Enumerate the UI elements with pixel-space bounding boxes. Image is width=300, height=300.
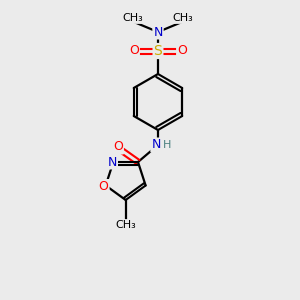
Text: O: O: [129, 44, 139, 58]
Text: N: N: [151, 139, 161, 152]
Text: O: O: [99, 180, 109, 193]
Text: CH₃: CH₃: [172, 13, 194, 23]
Text: CH₃: CH₃: [115, 220, 136, 230]
Text: CH₃: CH₃: [123, 13, 143, 23]
Text: O: O: [177, 44, 187, 58]
Text: H: H: [163, 140, 171, 150]
Text: N: N: [153, 26, 163, 38]
Text: O: O: [113, 140, 123, 154]
Text: S: S: [154, 44, 162, 58]
Text: N: N: [108, 155, 117, 169]
